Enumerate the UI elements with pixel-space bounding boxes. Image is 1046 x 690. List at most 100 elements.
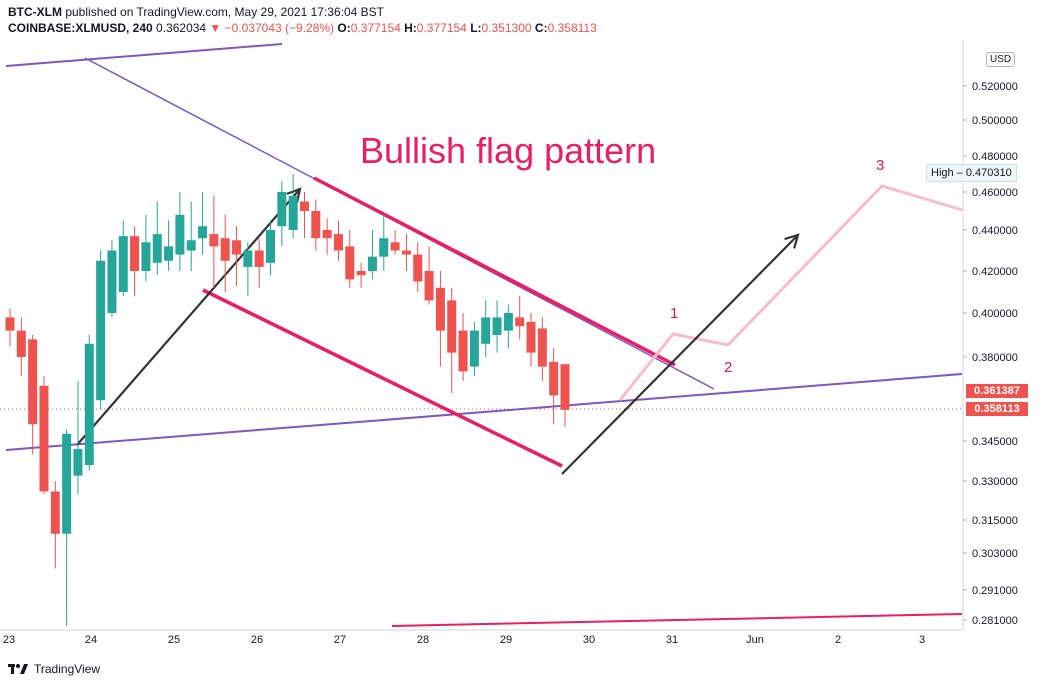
support-trend-line: [5, 373, 963, 451]
y-tick-label: 0.440000: [972, 225, 1018, 237]
currency-label[interactable]: USD: [986, 52, 1016, 67]
x-tick-label: 3: [919, 634, 925, 646]
tradingview-logo-icon: [8, 664, 28, 674]
candle-body: [5, 317, 15, 331]
y-tick-label: 0.420000: [972, 266, 1018, 278]
candle-body: [186, 240, 196, 251]
chart-title: Bullish flag pattern: [360, 130, 656, 171]
open-label: O:: [334, 21, 351, 35]
x-tick-label: Jun: [746, 634, 764, 646]
candle-body: [481, 317, 491, 344]
candle-body: [413, 254, 423, 282]
y-tick-label: 0.330000: [972, 476, 1018, 488]
candles: [5, 174, 570, 626]
price-chart[interactable]: 0.520000 0.500000 0.480000 0.460000 0.440000…: [0, 40, 1046, 656]
drawings: [0, 43, 963, 627]
candle-body: [322, 230, 332, 239]
y-tick-label: 0.400000: [972, 308, 1018, 320]
breakout-arrow-shaft: [561, 234, 799, 475]
publish-text: published on TradingView.com, May 29, 20…: [62, 5, 384, 19]
y-tick-label: 0.303000: [972, 548, 1018, 560]
bottom-flag-line: [391, 613, 963, 627]
footer: TradingView: [8, 662, 100, 676]
y-tick-label: 0.460000: [972, 187, 1018, 199]
high-marker-value: 0.470310: [965, 167, 1012, 179]
price-tag-lower: 0.358113: [966, 402, 1028, 416]
low-label: L:: [466, 21, 482, 35]
high-value: 0.377154: [416, 21, 467, 35]
price-change: ▼ −0.037043 (−9.28%): [209, 21, 335, 35]
publish-info: BTC-XLM published on TradingView.com, Ma…: [8, 4, 597, 20]
candle-body: [107, 250, 117, 313]
y-tick-label: 0.380000: [972, 352, 1018, 364]
candle-body: [345, 246, 355, 280]
candle-body: [526, 321, 536, 353]
candle-body: [130, 236, 140, 271]
candle-body: [243, 250, 253, 267]
candle-body: [266, 230, 276, 263]
candle-body: [515, 317, 525, 327]
candle-body: [390, 242, 400, 251]
candle-body: [435, 287, 445, 331]
pole-arrow-head: [286, 187, 302, 203]
low-value: 0.351300: [481, 21, 532, 35]
x-tick-label: 23: [3, 634, 15, 646]
candle-body: [28, 339, 38, 425]
candle-body: [299, 201, 309, 211]
candle-body: [152, 234, 162, 263]
x-tick-label: 2: [835, 634, 841, 646]
y-tick-label: 0.315000: [972, 515, 1018, 527]
candle-body: [277, 192, 287, 227]
y-tick-label: 0.291000: [972, 585, 1018, 597]
candle-body: [73, 449, 83, 476]
x-tick-label: 29: [500, 634, 512, 646]
candle-body: [209, 234, 219, 247]
candle-body: [333, 234, 343, 251]
projection-path: [618, 184, 963, 401]
candle-body: [537, 328, 547, 367]
candle-body: [447, 300, 457, 353]
candle-body: [232, 240, 242, 255]
candle-body: [96, 260, 106, 401]
high-marker: High – 0.470310: [926, 164, 1017, 182]
candle-body: [16, 330, 26, 357]
x-tick-label: 24: [85, 634, 97, 646]
candle-body: [84, 343, 94, 465]
y-tick-label: 0.500000: [972, 115, 1018, 127]
candle-body: [356, 271, 366, 276]
close-label: C:: [531, 21, 548, 35]
candle-body: [458, 330, 468, 372]
high-marker-label: High: [931, 167, 954, 179]
candle-body: [503, 313, 513, 331]
open-value: 0.377154: [350, 21, 401, 35]
chart-header: BTC-XLM published on TradingView.com, Ma…: [8, 4, 597, 36]
y-tick-label: 0.520000: [972, 81, 1018, 93]
labels: Bullish flag pattern 1 2 3: [360, 130, 884, 376]
candle-body: [469, 330, 479, 367]
candle-body: [492, 317, 502, 335]
symbol-name: COINBASE:XLMUSD, 240: [8, 21, 153, 35]
candle-body: [311, 211, 321, 239]
candle-body: [288, 195, 298, 230]
candle-body: [164, 246, 174, 261]
candle-body: [141, 242, 151, 271]
candle-body: [254, 250, 264, 267]
candle-body: [198, 226, 208, 239]
close-value: 0.358113: [547, 21, 597, 35]
price-tag-upper: 0.361387: [966, 384, 1028, 398]
candle-body: [118, 236, 128, 292]
breakout-arrow: [561, 233, 800, 475]
x-tick-label: 31: [666, 634, 678, 646]
candle-body: [560, 364, 570, 410]
candle-body: [175, 214, 185, 255]
axes: 0.520000 0.500000 0.480000 0.460000 0.440000…: [0, 40, 1018, 646]
x-tick-label: 30: [583, 634, 595, 646]
wave-label: 2: [724, 359, 732, 376]
pole-arrow-shaft: [76, 188, 301, 446]
candle-body: [39, 385, 49, 492]
candle-body: [367, 256, 377, 271]
candle-body: [62, 433, 72, 534]
y-tick-label: 0.281000: [972, 615, 1018, 627]
candle-body: [549, 361, 559, 396]
candle-body: [401, 250, 411, 255]
